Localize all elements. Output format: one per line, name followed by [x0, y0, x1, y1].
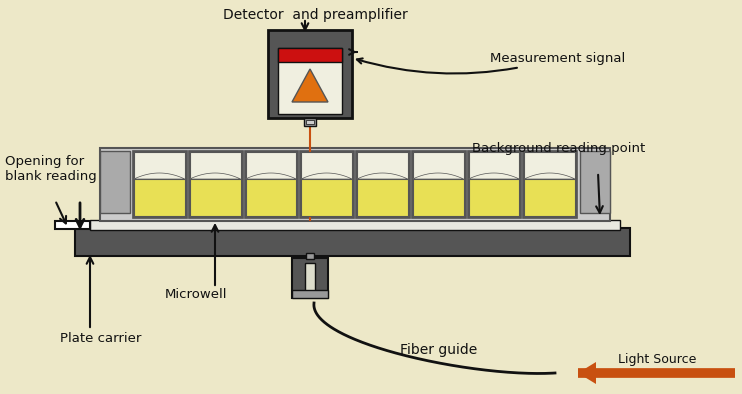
Text: Detector  and preamplifier: Detector and preamplifier	[223, 8, 407, 22]
Bar	[467, 150, 521, 218]
Bar	[580, 151, 610, 213]
Polygon shape	[246, 173, 296, 179]
Bar	[75, 228, 630, 256]
Polygon shape	[468, 173, 519, 179]
Text: Measurement signal: Measurement signal	[357, 52, 626, 74]
Text: Opening for
blank reading: Opening for blank reading	[5, 155, 96, 183]
Bar	[525, 152, 575, 179]
Bar	[188, 150, 243, 218]
Bar	[246, 152, 296, 179]
Bar	[305, 263, 315, 293]
Bar	[100, 148, 610, 221]
Bar	[246, 179, 296, 216]
Bar	[132, 150, 187, 218]
Polygon shape	[578, 362, 596, 384]
Bar	[468, 179, 519, 216]
Polygon shape	[292, 69, 328, 102]
Bar	[134, 179, 185, 216]
Polygon shape	[357, 173, 408, 179]
Bar	[355, 150, 410, 218]
Bar	[278, 48, 342, 114]
Bar	[190, 179, 240, 216]
Bar	[525, 179, 575, 216]
Bar	[304, 118, 316, 126]
Bar	[357, 179, 408, 216]
Bar	[299, 150, 354, 218]
Bar	[292, 290, 328, 298]
Bar	[468, 152, 519, 179]
Bar	[301, 179, 352, 216]
Bar	[100, 151, 130, 213]
Polygon shape	[190, 173, 240, 179]
Bar	[190, 152, 240, 179]
Text: Light Source: Light Source	[618, 353, 697, 366]
Text: Plate carrier: Plate carrier	[60, 331, 142, 344]
Bar	[306, 253, 314, 259]
Bar	[413, 152, 464, 179]
Text: Fiber guide: Fiber guide	[400, 343, 477, 357]
Text: Background reading point: Background reading point	[472, 141, 646, 154]
Bar	[134, 152, 185, 179]
Bar	[278, 48, 342, 62]
Bar	[243, 150, 298, 218]
Polygon shape	[134, 173, 185, 179]
Bar	[357, 152, 408, 179]
Bar	[292, 258, 328, 298]
Text: Microwell: Microwell	[165, 288, 228, 301]
Bar	[413, 179, 464, 216]
Bar	[301, 152, 352, 179]
Bar	[522, 150, 577, 218]
Bar	[306, 120, 314, 124]
Bar	[90, 220, 620, 230]
Bar	[268, 30, 352, 118]
Polygon shape	[525, 173, 575, 179]
Bar	[55, 221, 90, 229]
Bar	[411, 150, 465, 218]
Polygon shape	[413, 173, 464, 179]
Polygon shape	[301, 173, 352, 179]
